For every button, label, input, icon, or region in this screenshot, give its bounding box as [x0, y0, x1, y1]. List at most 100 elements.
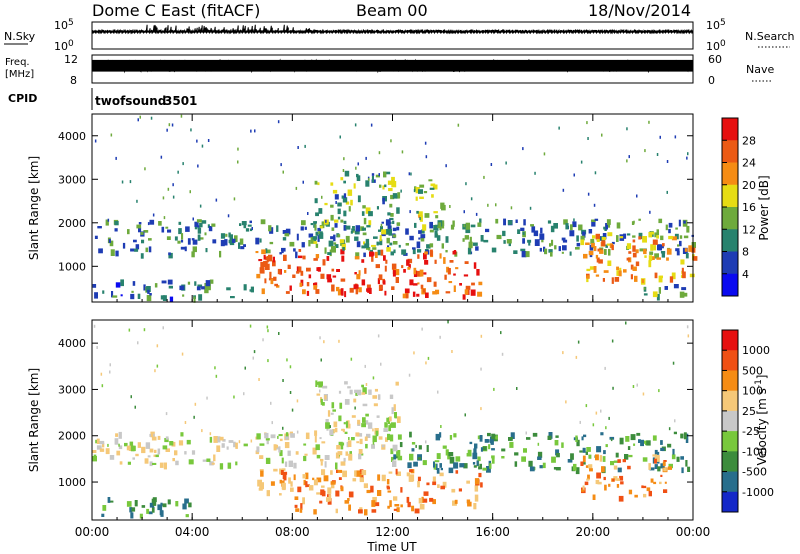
echo-cell: [617, 459, 621, 463]
station-title: Dome C East (fitACF): [92, 1, 260, 20]
echo-cell: [515, 219, 518, 223]
echo-cell: [296, 430, 299, 434]
echo-cell: [385, 219, 391, 226]
echo-cell: [682, 271, 686, 279]
echo-cell: [490, 163, 493, 166]
echo-cell: [632, 235, 636, 238]
echo-cell: [279, 252, 282, 255]
echo-cell: [630, 274, 633, 280]
echo-cell: [109, 370, 111, 374]
echo-cell: [295, 186, 298, 190]
echo-cell: [131, 290, 134, 293]
echo-cell: [473, 465, 477, 468]
echo-cell: [573, 463, 577, 471]
echo-cell: [355, 432, 360, 437]
echo-cell: [350, 199, 353, 206]
echo-cell: [320, 225, 323, 229]
echo-cell: [368, 177, 370, 181]
echo-cell: [348, 504, 351, 511]
echo-cell: [540, 227, 543, 234]
echo-cell: [233, 197, 236, 201]
echo-cell: [363, 483, 368, 489]
echo-cell: [425, 292, 429, 298]
echo-cell: [474, 443, 478, 449]
echo-cell: [278, 446, 281, 453]
echo-cell: [445, 449, 449, 456]
echo-cell: [582, 455, 586, 462]
echo-cell: [419, 184, 425, 188]
echo-cell: [92, 450, 97, 453]
echo-cell: [162, 326, 164, 330]
echo-cell: [493, 387, 495, 391]
echo-cell: [148, 511, 153, 515]
echo-cell: [290, 487, 294, 492]
echo-cell: [153, 454, 158, 457]
echo-cell: [102, 505, 107, 511]
echo-cell: [437, 390, 439, 394]
echo-cell: [188, 502, 192, 508]
echo-cell: [233, 441, 236, 448]
x-axis-label: Time UT: [366, 540, 417, 554]
echo-cell: [563, 219, 568, 225]
echo-cell: [321, 485, 325, 488]
echo-cell: [310, 237, 315, 244]
echo-cell: [108, 500, 114, 503]
echo-cell: [234, 235, 238, 242]
echo-cell: [344, 500, 350, 504]
echo-cell: [371, 444, 375, 449]
echo-cell: [303, 479, 306, 486]
echo-cell: [438, 222, 442, 229]
echo-cell: [356, 389, 362, 396]
echo-cell: [316, 477, 322, 483]
echo-cell: [405, 228, 409, 235]
echo-cell: [193, 296, 196, 303]
echo-cell: [303, 455, 307, 462]
echo-cell: [616, 484, 620, 488]
echo-cell: [277, 268, 281, 275]
echo-cell: [352, 478, 357, 482]
echo-cell: [472, 462, 476, 465]
echo-cell: [396, 471, 401, 476]
echo-cell: [419, 217, 421, 221]
echo-cell: [679, 291, 685, 298]
echo-cell: [424, 141, 427, 145]
echo-cell: [364, 243, 370, 249]
echo-cell: [145, 247, 149, 253]
echo-cell: [393, 249, 396, 254]
echo-cell: [569, 251, 572, 256]
echo-cell: [416, 241, 421, 249]
echo-cell: [348, 491, 354, 498]
echo-cell: [633, 443, 636, 446]
echo-cell: [327, 410, 331, 417]
echo-cell: [131, 507, 136, 512]
echo-cell: [417, 457, 422, 460]
echo-cell: [293, 474, 296, 481]
echo-cell: [428, 179, 433, 182]
colorbar-swatch-6: [722, 251, 738, 275]
echo-cell: [389, 423, 392, 427]
echo-cell: [532, 432, 538, 437]
echo-cell: [184, 246, 187, 252]
echo-cell: [292, 274, 296, 278]
echo-cell: [396, 207, 400, 214]
echo-cell: [582, 231, 586, 238]
echo-cell: [459, 283, 462, 286]
echo-cell: [180, 114, 183, 118]
echo-cell: [457, 123, 460, 127]
echo-cell: [265, 438, 270, 441]
echo-cell: [506, 239, 512, 244]
echo-cell: [184, 451, 187, 455]
echo-cell: [386, 485, 390, 488]
echo-cell: [613, 476, 618, 481]
echo-cell: [130, 512, 134, 519]
echo-cell: [466, 453, 472, 457]
echo-cell: [233, 395, 235, 399]
echo-cell: [565, 223, 569, 230]
echo-cell: [467, 501, 472, 507]
echo-cell: [160, 155, 163, 159]
echo-cell: [580, 160, 583, 164]
colorbar-swatch-0: [722, 330, 738, 351]
echo-cell: [335, 490, 340, 497]
echo-cell: [418, 230, 422, 234]
echo-cell: [384, 184, 387, 188]
